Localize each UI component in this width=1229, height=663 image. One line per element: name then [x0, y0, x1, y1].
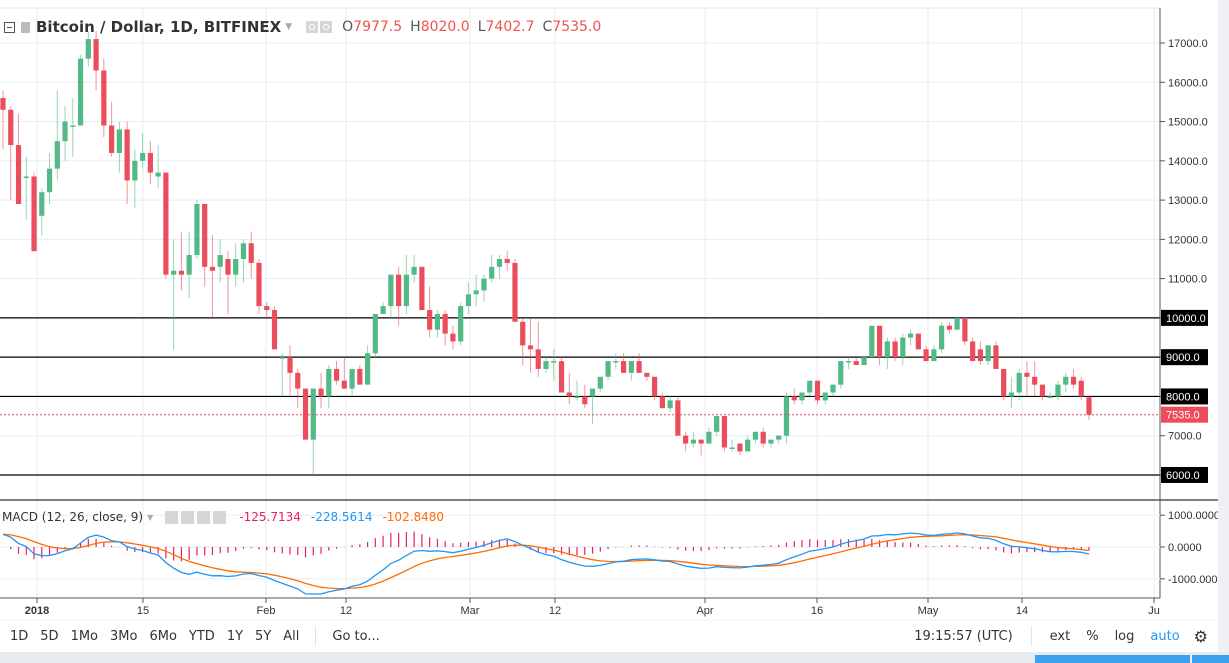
svg-text:12000.0: 12000.0: [1168, 234, 1208, 246]
svg-text:11000.0: 11000.0: [1168, 274, 1207, 286]
toolbar-divider: [315, 626, 317, 646]
goto-button[interactable]: Go to...: [332, 628, 380, 644]
range-5d[interactable]: 5D: [40, 628, 59, 644]
range-5y[interactable]: 5Y: [255, 628, 272, 644]
close-label: C: [542, 19, 553, 35]
svg-text:12: 12: [549, 605, 561, 617]
svg-text:17000.0: 17000.0: [1168, 38, 1208, 50]
range-6mo[interactable]: 6Mo: [149, 628, 177, 644]
log-toggle[interactable]: log: [1114, 628, 1135, 644]
close-icon[interactable]: [213, 510, 227, 524]
open-label: O: [342, 19, 354, 35]
svg-text:Mar: Mar: [461, 605, 480, 617]
macd-signal-value: -102.8480: [382, 510, 445, 524]
svg-text:-1000.0000: -1000.0000: [1168, 574, 1224, 586]
svg-text:Apr: Apr: [696, 605, 713, 617]
macd-line-value: -228.5614: [310, 510, 373, 524]
high-value: 8020.0: [420, 19, 470, 35]
svg-text:16000.0: 16000.0: [1168, 77, 1208, 89]
svg-text:May: May: [918, 605, 939, 617]
close-value: 7535.0: [552, 19, 602, 35]
eye-icon[interactable]: [306, 21, 319, 33]
settings-icon[interactable]: [320, 21, 333, 33]
svg-text:12: 12: [340, 605, 352, 617]
range-ytd[interactable]: YTD: [188, 628, 215, 644]
low-value: 7402.7: [485, 19, 535, 35]
macd-legend: MACD (12, 26, close, 9) ▼ -125.7134 -228…: [2, 508, 444, 526]
low-label: L: [477, 19, 486, 35]
svg-text:14: 14: [1016, 605, 1028, 617]
panel-icon-button[interactable]: [1192, 655, 1229, 663]
svg-text:14000.0: 14000.0: [1168, 156, 1208, 168]
svg-text:7535.0: 7535.0: [1166, 410, 1200, 422]
macd-signal-line: [2, 533, 1090, 590]
macd-line: [2, 532, 1090, 595]
range-3mo[interactable]: 3Mo: [110, 628, 138, 644]
svg-text:9000.0: 9000.0: [1166, 352, 1200, 364]
flag-icon[interactable]: [21, 21, 30, 33]
range-1y[interactable]: 1Y: [226, 628, 244, 644]
gear-icon[interactable]: ⚙: [1193, 626, 1208, 646]
auto-toggle[interactable]: auto: [1150, 628, 1180, 644]
high-label: H: [410, 19, 421, 35]
bottom-panel-strip: [0, 652, 1229, 663]
ext-toggle[interactable]: ext: [1049, 628, 1071, 644]
eye-icon[interactable]: [165, 510, 179, 524]
macd-histogram-value: -125.7134: [239, 510, 301, 524]
toolbar-divider: [1030, 626, 1032, 646]
svg-text:0.0000: 0.0000: [1168, 542, 1202, 554]
panel-button[interactable]: [1035, 655, 1190, 663]
range-1d[interactable]: 1D: [10, 628, 29, 644]
svg-text:Feb: Feb: [257, 605, 276, 617]
symbol-title[interactable]: Bitcoin / Dollar, 1D, BITFINEX: [36, 18, 282, 36]
svg-text:2018: 2018: [25, 605, 49, 617]
svg-text:Ju: Ju: [1148, 605, 1160, 617]
svg-text:7000.0: 7000.0: [1168, 431, 1202, 443]
symbol-legend: Bitcoin / Dollar, 1D, BITFINEX ▼ O 7977.5…: [4, 17, 601, 37]
svg-text:15000.0: 15000.0: [1168, 117, 1208, 129]
chevron-down-icon[interactable]: ▼: [147, 512, 154, 522]
utc-clock[interactable]: 19:15:57 (UTC): [914, 628, 1013, 644]
svg-text:13000.0: 13000.0: [1168, 195, 1208, 207]
chevron-down-icon[interactable]: ▼: [285, 22, 293, 32]
collapse-icon[interactable]: [4, 21, 15, 33]
candles: [0, 31, 1092, 475]
range-all[interactable]: All: [283, 628, 300, 644]
right-sidebar-edge: [1218, 0, 1229, 652]
svg-text:8000.0: 8000.0: [1166, 391, 1200, 403]
percent-toggle[interactable]: %: [1086, 628, 1099, 644]
svg-text:15: 15: [137, 605, 149, 617]
svg-text:16: 16: [811, 605, 823, 617]
svg-text:10000.0: 10000.0: [1166, 313, 1206, 325]
range-1mo[interactable]: 1Mo: [70, 628, 99, 644]
settings-icon[interactable]: [181, 510, 195, 524]
plus-icon[interactable]: [197, 510, 211, 524]
open-value: 7977.5: [353, 19, 403, 35]
svg-text:1000.0000: 1000.0000: [1168, 510, 1220, 522]
bottom-toolbar: 1D 5D 1Mo 3Mo 6Mo YTD 1Y 5Y All Go to...…: [0, 622, 1218, 650]
svg-text:6000.0: 6000.0: [1166, 470, 1200, 482]
macd-title[interactable]: MACD (12, 26, close, 9): [2, 510, 144, 524]
